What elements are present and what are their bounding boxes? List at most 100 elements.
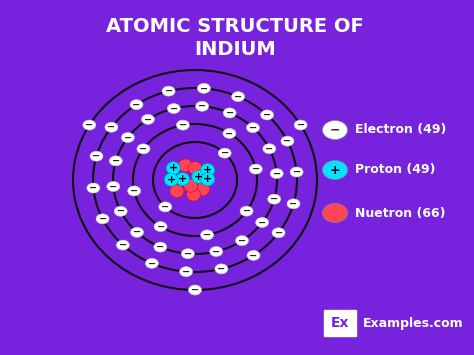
Text: −: −: [108, 122, 116, 132]
Ellipse shape: [268, 194, 281, 204]
Text: −: −: [191, 285, 199, 295]
Ellipse shape: [240, 206, 253, 216]
Text: −: −: [148, 258, 156, 268]
Text: +: +: [169, 163, 178, 173]
Text: −: −: [144, 114, 152, 124]
Ellipse shape: [223, 129, 236, 138]
Ellipse shape: [272, 228, 285, 238]
Ellipse shape: [322, 160, 347, 180]
Ellipse shape: [137, 144, 150, 154]
Ellipse shape: [90, 151, 103, 161]
Ellipse shape: [249, 164, 262, 174]
Ellipse shape: [159, 202, 172, 212]
Text: −: −: [243, 206, 251, 216]
Text: −: −: [119, 240, 127, 250]
Text: −: −: [112, 156, 120, 166]
Ellipse shape: [114, 206, 127, 216]
Ellipse shape: [196, 101, 209, 111]
Ellipse shape: [176, 120, 190, 130]
Ellipse shape: [201, 164, 215, 176]
Ellipse shape: [130, 100, 143, 110]
Text: −: −: [156, 222, 164, 231]
Ellipse shape: [197, 83, 210, 93]
Ellipse shape: [290, 167, 303, 177]
Ellipse shape: [182, 249, 194, 259]
Ellipse shape: [175, 173, 190, 186]
Ellipse shape: [218, 148, 231, 158]
Ellipse shape: [180, 267, 192, 277]
Text: −: −: [92, 151, 100, 161]
Text: −: −: [249, 123, 257, 133]
Text: −: −: [238, 236, 246, 246]
Text: −: −: [249, 250, 257, 260]
Ellipse shape: [201, 230, 214, 240]
Text: −: −: [273, 169, 281, 179]
Text: Electron (49): Electron (49): [355, 124, 447, 137]
Text: +: +: [178, 174, 187, 184]
Ellipse shape: [154, 242, 167, 252]
Ellipse shape: [141, 114, 155, 124]
Text: −: −: [132, 100, 141, 110]
Ellipse shape: [83, 120, 96, 130]
Ellipse shape: [128, 186, 141, 196]
Text: −: −: [130, 186, 138, 196]
Text: −: −: [184, 249, 192, 259]
Text: −: −: [85, 120, 93, 130]
Ellipse shape: [188, 162, 202, 175]
Ellipse shape: [162, 86, 175, 96]
Text: −: −: [89, 183, 98, 193]
Text: −: −: [182, 267, 190, 277]
Ellipse shape: [322, 120, 347, 140]
Ellipse shape: [166, 162, 180, 175]
Ellipse shape: [196, 183, 210, 196]
Text: −: −: [292, 167, 301, 177]
Ellipse shape: [87, 183, 100, 193]
Text: −: −: [265, 144, 273, 154]
Text: −: −: [297, 120, 305, 130]
Text: −: −: [133, 227, 141, 237]
Text: −: −: [198, 101, 206, 111]
Ellipse shape: [186, 188, 201, 201]
Ellipse shape: [215, 264, 228, 274]
Ellipse shape: [117, 240, 129, 250]
Ellipse shape: [281, 136, 294, 146]
Ellipse shape: [192, 170, 206, 183]
Text: Proton (49): Proton (49): [355, 164, 436, 176]
Text: −: −: [218, 264, 226, 274]
Text: −: −: [161, 202, 169, 212]
Text: +: +: [203, 165, 212, 175]
Text: −: −: [212, 246, 220, 256]
Text: −: −: [170, 104, 178, 114]
Ellipse shape: [255, 218, 269, 228]
Text: −: −: [263, 110, 271, 120]
Ellipse shape: [287, 199, 300, 209]
Text: ATOMIC STRUCTURE OF: ATOMIC STRUCTURE OF: [106, 17, 364, 36]
Ellipse shape: [246, 123, 259, 133]
Text: +: +: [330, 164, 340, 176]
Text: +: +: [203, 174, 212, 184]
Text: −: −: [117, 206, 125, 216]
Text: −: −: [179, 120, 187, 130]
Text: −: −: [252, 164, 260, 174]
Ellipse shape: [247, 250, 260, 260]
Ellipse shape: [167, 104, 180, 114]
Ellipse shape: [236, 236, 248, 246]
Ellipse shape: [109, 156, 122, 166]
Text: INDIUM: INDIUM: [194, 40, 276, 59]
Ellipse shape: [170, 185, 184, 198]
Ellipse shape: [105, 122, 118, 132]
Ellipse shape: [322, 203, 347, 223]
Text: −: −: [220, 148, 229, 158]
Text: −: −: [139, 144, 147, 154]
Ellipse shape: [178, 159, 192, 172]
Text: −: −: [234, 92, 242, 102]
Ellipse shape: [263, 144, 276, 154]
Ellipse shape: [210, 246, 223, 256]
FancyBboxPatch shape: [324, 310, 356, 336]
Text: −: −: [156, 242, 164, 252]
Ellipse shape: [121, 132, 134, 143]
Text: −: −: [258, 218, 266, 228]
Text: −: −: [283, 136, 292, 146]
Ellipse shape: [232, 92, 245, 102]
Ellipse shape: [183, 179, 198, 192]
